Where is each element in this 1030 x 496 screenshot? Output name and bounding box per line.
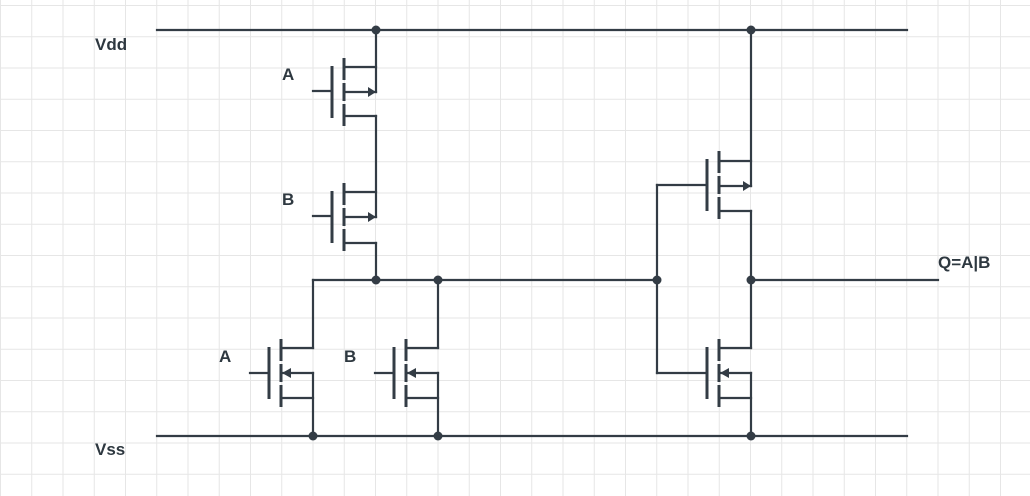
- nmos-b-input-label: B: [344, 347, 356, 366]
- vss-label: Vss: [95, 440, 125, 459]
- junction-dot: [746, 275, 756, 285]
- pmos-transistor-b: [311, 183, 378, 251]
- pmos-transistor-a: [311, 58, 378, 126]
- junction-dot: [746, 25, 756, 35]
- junction-dot: [371, 275, 381, 285]
- junction-dot: [652, 275, 662, 285]
- junction-dot: [746, 431, 756, 441]
- inverter-pmos-transistor: [705, 151, 753, 219]
- junction-dot: [433, 275, 443, 285]
- junction-dot: [433, 431, 443, 441]
- nmos-transistor-a: [248, 339, 315, 407]
- pmos-a-input-label: A: [282, 65, 294, 84]
- nmos-transistor-b: [373, 339, 440, 407]
- output-label: Q=A|B: [938, 253, 990, 272]
- pmos-b-input-label: B: [282, 190, 294, 209]
- vdd-label: Vdd: [95, 35, 127, 54]
- junction-dot: [371, 25, 381, 35]
- inverter-nmos-transistor: [705, 339, 753, 407]
- junction-dot: [308, 431, 318, 441]
- nmos-a-input-label: A: [219, 347, 231, 366]
